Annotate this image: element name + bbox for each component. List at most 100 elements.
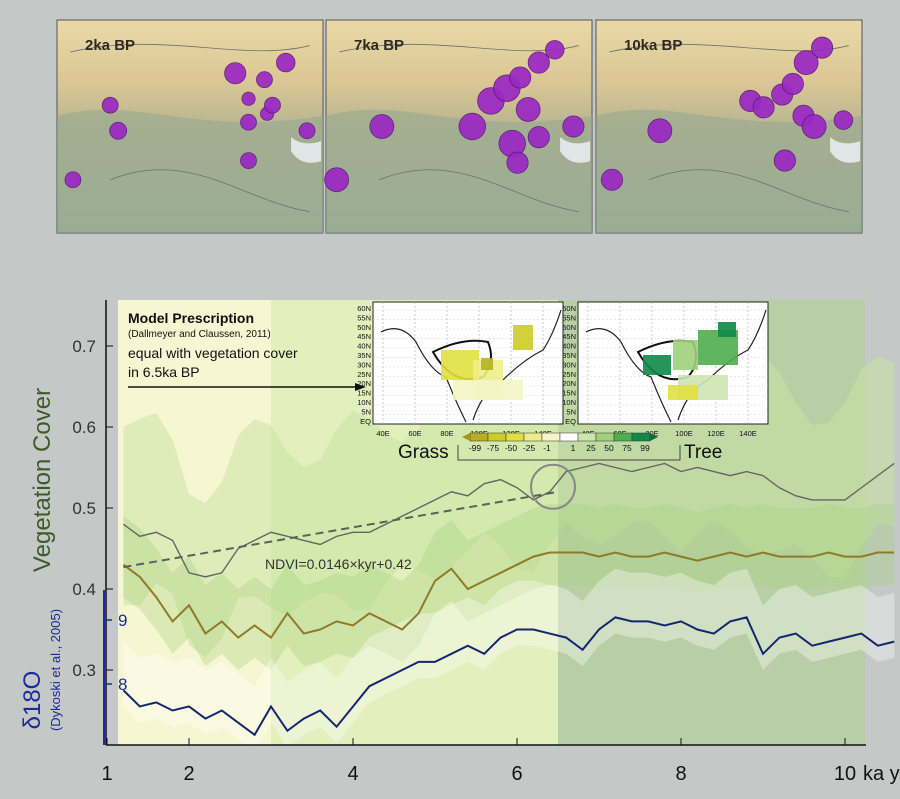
site-marker bbox=[506, 151, 529, 174]
map-sea bbox=[560, 137, 591, 163]
colorbar-cell bbox=[523, 432, 543, 442]
annotation-title: Model Prescription bbox=[128, 310, 254, 326]
colorbar-cell bbox=[505, 432, 525, 442]
colorbar-cell bbox=[631, 432, 651, 442]
site-marker bbox=[647, 118, 673, 144]
inset-lat-label: 50N bbox=[562, 323, 576, 332]
map-contour bbox=[379, 169, 579, 213]
map-terrain bbox=[57, 109, 323, 233]
site-marker bbox=[833, 110, 854, 130]
inset-lon-label: 80E bbox=[440, 429, 453, 438]
inset-lat-label: 45N bbox=[357, 332, 371, 341]
colorbar-label: 75 bbox=[622, 443, 632, 453]
navy-band bbox=[123, 568, 895, 745]
site-marker bbox=[109, 121, 128, 140]
site-marker bbox=[752, 96, 775, 119]
inset-lat-label: EQ bbox=[565, 417, 576, 426]
y-tick-label: 0.5 bbox=[72, 499, 96, 518]
map-contour bbox=[70, 43, 310, 53]
annotation-line: equal with vegetation cover bbox=[128, 345, 298, 361]
inset-lat-label: 40N bbox=[562, 342, 576, 351]
site-marker bbox=[64, 171, 82, 189]
colorbar-label: 50 bbox=[604, 443, 614, 453]
site-marker bbox=[773, 149, 796, 172]
colorbar-label: 1 bbox=[571, 443, 576, 453]
inset-lat-label: 5N bbox=[566, 407, 576, 416]
inset-lat-label: 55N bbox=[357, 313, 371, 322]
inset-grass-label: Grass bbox=[398, 442, 449, 463]
annotation-line: in 6.5ka BP bbox=[128, 364, 200, 380]
inset-lon-label: 140E bbox=[739, 429, 757, 438]
map-panel-1: 7ka BP bbox=[324, 19, 593, 234]
colorbar-label: -75 bbox=[487, 443, 500, 453]
site-marker bbox=[801, 114, 827, 139]
inset-lon-label: 60E bbox=[408, 429, 421, 438]
colorbar-cell bbox=[541, 432, 561, 442]
site-marker bbox=[781, 72, 804, 95]
inset-lat-label: 30N bbox=[357, 360, 371, 369]
site-marker bbox=[562, 115, 585, 138]
colorbar-left-arrow bbox=[462, 433, 470, 441]
inset-lat-label: 40N bbox=[357, 342, 371, 351]
y-axis-label: Vegetation Cover bbox=[29, 388, 56, 572]
colorbar-bracket bbox=[457, 445, 681, 461]
colorbar-label: -25 bbox=[523, 443, 536, 453]
site-marker bbox=[324, 167, 350, 193]
inset-cell bbox=[668, 385, 698, 400]
inset-lat-label: 15N bbox=[357, 389, 371, 398]
colorbar-cell bbox=[595, 432, 615, 442]
site-marker bbox=[276, 52, 296, 73]
colorbar-cell bbox=[577, 432, 597, 442]
colorbar-label: -99 bbox=[469, 443, 482, 453]
colorbar-label: 25 bbox=[586, 443, 596, 453]
colorbar-cell bbox=[613, 432, 633, 442]
inset-lat-label: 50N bbox=[357, 323, 371, 332]
y-tick-label: 0.3 bbox=[72, 661, 96, 680]
series-line-grey bbox=[122, 462, 895, 578]
inset-lat-label: 55N bbox=[562, 313, 576, 322]
chart-axes: 1 2 4 6 8 10 ka yr 0.3 0.4 0.5 0.6 0.7 Vegetation Co… bbox=[19, 300, 900, 785]
chart-annotations: Model Prescription (Dallmeyer and Clausse… bbox=[128, 301, 769, 572]
x-axis-label: ka yr bbox=[863, 763, 900, 785]
colorbar-cell bbox=[469, 432, 489, 442]
y2-axis-source: (Dykoski et al., 2005) bbox=[48, 609, 63, 731]
colorbar-cell bbox=[559, 432, 579, 442]
x-tick-label: 10 bbox=[834, 763, 856, 785]
y-tick-label: 0.4 bbox=[72, 580, 96, 599]
inset-lat-label: 35N bbox=[562, 351, 576, 360]
site-marker bbox=[241, 91, 256, 106]
site-marker bbox=[527, 126, 550, 149]
inset-lat-label: 10N bbox=[562, 398, 576, 407]
x-tick-label: 8 bbox=[675, 763, 686, 785]
site-marker bbox=[458, 112, 487, 141]
annotation-citation: (Dallmeyer and Claussen, 2011) bbox=[128, 329, 271, 340]
series-line-navy bbox=[122, 616, 895, 737]
inset-cell bbox=[481, 358, 493, 370]
inset-cell bbox=[513, 325, 533, 350]
inset-cell bbox=[643, 355, 671, 375]
inset-lat-label: 60N bbox=[357, 304, 371, 313]
y2-tick-label: 8 bbox=[118, 675, 127, 694]
colorbar-cell bbox=[487, 432, 507, 442]
olive-band bbox=[123, 503, 895, 670]
inset-lon-label: 120E bbox=[707, 429, 725, 438]
site-marker bbox=[240, 152, 257, 169]
site-marker bbox=[600, 168, 624, 191]
trend-line bbox=[123, 490, 559, 569]
trend-equation: NDVI=0.0146×kyr+0.42 bbox=[265, 556, 412, 572]
inset-lat-label: 5N bbox=[361, 407, 371, 416]
site-marker bbox=[527, 51, 550, 74]
site-marker bbox=[256, 71, 273, 89]
inset-lon-label: 40E bbox=[376, 429, 389, 438]
inset-lat-label: EQ bbox=[360, 417, 371, 426]
y2-tick-label: 9 bbox=[118, 611, 127, 630]
inset-lat-label: 20N bbox=[357, 379, 371, 388]
inset-lat-label: 15N bbox=[562, 389, 576, 398]
map-contour bbox=[649, 169, 849, 213]
series-line-olive bbox=[122, 551, 895, 640]
site-marker bbox=[811, 36, 834, 59]
site-marker bbox=[369, 114, 395, 139]
inset-cell bbox=[441, 350, 479, 380]
y-tick-label: 0.7 bbox=[72, 337, 96, 356]
